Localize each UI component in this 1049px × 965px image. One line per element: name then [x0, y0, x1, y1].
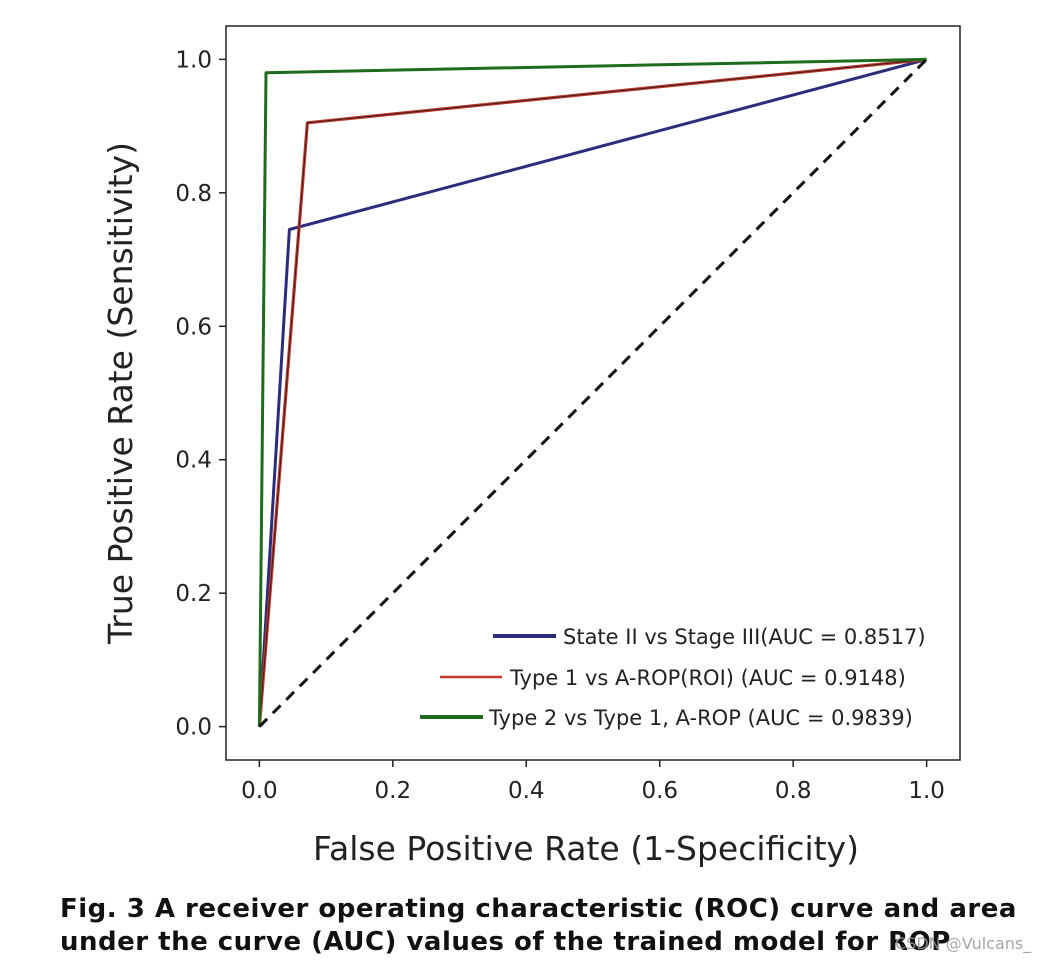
y-tick-label: 0.4: [175, 448, 212, 474]
x-tick-label: 0.4: [508, 778, 545, 804]
figure-caption-line-1: Fig. 3 A receiver operating characterist…: [60, 894, 1017, 924]
series-line-2: [258, 58, 927, 727]
y-tick-label: 0.0: [175, 715, 212, 741]
legend-entry-1: State II vs Stage III(AUC = 0.8517): [563, 625, 926, 649]
y-tick-label: 1.0: [175, 47, 212, 73]
x-tick-label: 1.0: [908, 778, 945, 804]
y-tick-label: 0.2: [175, 581, 212, 607]
legend-entry-2: Type 1 vs A-ROP(ROI) (AUC = 0.9148): [509, 666, 906, 690]
series-layer: [257, 57, 928, 728]
x-tick-label: 0.0: [241, 778, 278, 804]
x-axis-label: False Positive Rate (1-Specificity): [313, 829, 859, 868]
watermark: CSDN @Vulcans_: [895, 934, 1032, 953]
legend-entry-3: Type 2 vs Type 1, A-ROP (AUC = 0.9839): [488, 706, 913, 730]
series-line-1: [257, 57, 927, 727]
series-line-3: [257, 57, 927, 727]
y-axis-label: True Positive Rate (Sensitivity): [101, 142, 140, 645]
y-tick-label: 0.6: [175, 314, 212, 340]
x-tick-label: 0.6: [641, 778, 678, 804]
roc-chart: 0.0 0.2 0.4 0.6 0.8 1.0 0.0 0.2 0.4 0.6 0.8 1.0 Sta…: [101, 25, 961, 868]
x-tick-label: 0.8: [775, 778, 812, 804]
legend: State II vs Stage III(AUC = 0.8517) Type …: [420, 625, 926, 730]
axis-ticks: 0.0 0.2 0.4 0.6 0.8 1.0 0.0 0.2 0.4 0.6 0.8 1.0: [175, 47, 945, 804]
plot-frame: [225, 25, 961, 761]
x-tick-label: 0.2: [375, 778, 412, 804]
y-tick-label: 0.8: [175, 181, 212, 207]
figure-caption-line-2: under the curve (AUC) values of the trai…: [60, 927, 951, 957]
chance-reference-line: [258, 58, 928, 728]
